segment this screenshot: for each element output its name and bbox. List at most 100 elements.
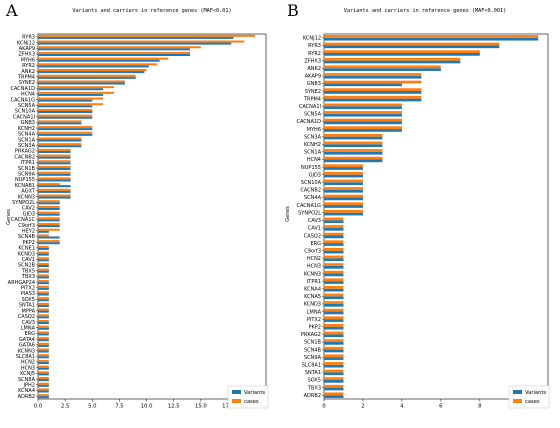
panel-a-bar-variants [38,110,93,114]
panel-b-category-label: CACNA1I [299,104,321,110]
panel-a-bar-variants [38,333,49,336]
panel-a-bar-variants [38,179,71,182]
panel-b-category-label: AKAP9 [305,74,321,80]
panel-b-bar-cases [324,286,344,289]
panel-a-bar-variants [38,310,49,313]
panel-a-bar-cases [38,183,60,186]
panel-b-bar-variants [324,106,402,109]
panel-a-category-label: PITX2 [21,286,35,292]
panel-b-bar-variants [324,364,344,368]
panel-a-category-label: HCN3 [21,365,35,371]
panel-a-category-label: TRPM4 [17,75,35,81]
panel-a-bar-cases [38,86,114,89]
panel-b-category-label: CAV3 [308,218,321,224]
panel-b-ylabel: Genes [285,206,291,222]
panel-b-category-label: ZFHX3 [304,58,321,64]
panel-b-category-label: KCNN3 [304,271,321,277]
panel-a-bar-variants [38,150,71,153]
panel-a-category-label: SCN1A [18,137,36,143]
panel-a-bar-cases [38,177,71,180]
panel-a-bar-variants [38,93,104,96]
panel-b-category-label: LMNA [307,309,322,315]
panel-b-bar-cases [324,278,344,282]
panel-a-bar-cases [38,46,201,49]
panel-b-bar-cases [324,73,422,76]
panel-a-category-label: CAV3 [22,320,35,326]
panel-a-category-label: CACNA1I [13,114,35,120]
panel-b-bar-cases [324,270,344,274]
panel-a-category-label: AKAP9 [19,46,35,52]
panel-b-bar-cases [324,301,344,304]
panel-b-category-label: ERG [310,241,321,247]
panel-b-bar-cases [324,179,363,183]
panel-a-category-label: RYR2 [22,63,35,69]
panel-b-bar-variants [324,182,363,186]
panel-b-bar-cases [324,225,344,228]
panel-a-bar-cases [38,371,49,374]
panel-b-bar-cases [324,263,344,266]
panel-a-category-label: SOX5 [22,297,35,303]
panel-b-category-label: ANK2 [307,66,321,72]
panel-a-legend-swatch-cases [232,399,241,403]
panel-b-bar-cases [324,209,363,213]
panel-b-bar-variants [324,243,344,246]
panel-b-bar-cases [324,354,344,358]
panel-b-bar-variants [324,273,344,277]
panel-a-category-label: SCN10A [15,109,36,115]
panel-b-category-label: ITPR1 [307,279,321,285]
panel-a-bar-cases [38,211,60,214]
panel-a-bar-cases [38,285,49,288]
panel-a-bar-variants [38,247,49,250]
panel-b-bar-cases [324,316,344,320]
panel-a-bar-cases [38,91,114,94]
panel-a-bar-cases [38,388,49,391]
panel-a-bar-cases [38,120,82,123]
panel-b-category-label: RYR2 [308,51,321,57]
panel-a-bar-cases [38,280,49,283]
panel-b-bar-variants [324,189,363,193]
panel-a-category-label: KCNH2 [18,126,35,132]
panel-a-bar-variants [38,190,71,193]
panel-b-category-label: KCNH2 [304,142,321,148]
panel-a-category-label: CAV2 [22,206,35,212]
panel-b-category-label: TRPM4 [303,96,321,102]
panel-a-category-label: KCND3 [18,251,35,257]
panel-b-category-label: CACNB2 [300,188,321,194]
panel-b-title: Variants and carriers in reference genes… [344,8,506,14]
panel-b-bar-variants [324,45,500,49]
panel-b-bar-variants [324,60,461,64]
panel-a-xtick-label: 15.0 [195,404,207,410]
panel-a-bar-cases [38,314,49,317]
panel-a-ylabel: Genes [6,209,12,225]
panel-a-category-label: GATA4 [19,337,35,343]
panel-a-bar-variants [38,156,71,159]
panel-b-category-label: SCN4B [304,347,322,353]
panel-a-bar-variants [38,185,71,188]
panel-a-bar-variants [38,42,232,45]
panel-b-bar-cases [324,308,344,312]
panel-a-bar-cases [38,308,49,311]
panel-a-bar-variants [38,299,49,302]
panel-a-bar-cases [38,331,49,334]
panel-b-bar-variants [324,129,402,132]
panel-a-bar-cases [38,188,71,191]
panel-a-bar-variants [38,173,71,176]
panel-a-bar-variants [38,48,190,51]
panel-a-category-label: CACNA1C [11,217,36,223]
panel-b-category-label: CACNA1G [296,203,321,209]
panel-b-bar-variants [324,235,344,239]
panel-a-xtick-label: 7.5 [115,404,123,410]
panel-b-bar-variants [324,265,344,269]
panel-a-category-label: SCN5A [18,103,36,109]
panel-a-category-label: HEY2 [22,229,35,235]
panel-b-category-label: SCN1A [304,150,322,156]
panel-b-category-label: SCN5A [304,112,322,118]
panel-a-bar-cases [38,74,136,77]
panel-a-xtick-label: 0.0 [34,404,43,410]
panel-a-category-label: CACNA1D [10,86,35,92]
panel-b-bar-cases [324,240,344,244]
panel-b-bar-cases [324,217,344,221]
panel-b-bar-variants [324,357,344,360]
panel-b-xtick-label: 4 [400,404,404,410]
panel-a-bar-variants [38,82,125,85]
